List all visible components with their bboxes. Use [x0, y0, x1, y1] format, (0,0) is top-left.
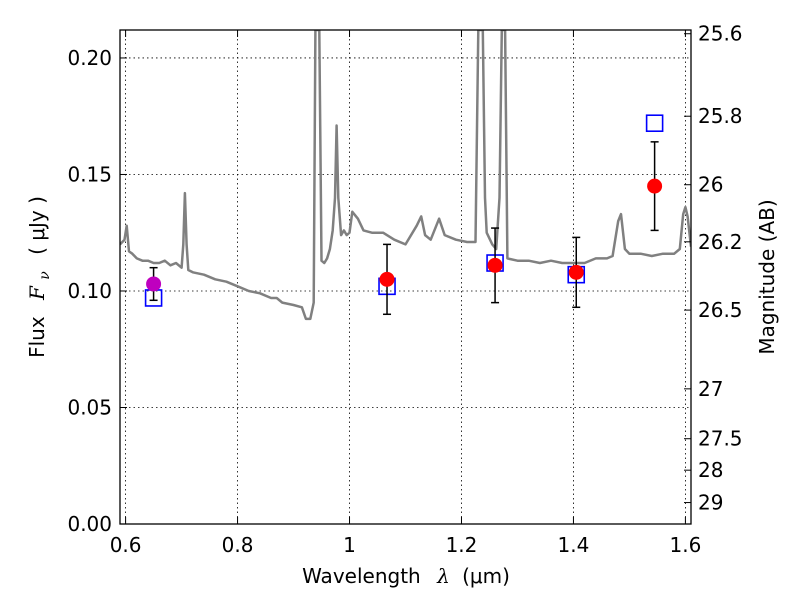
plot-frame [119, 29, 692, 525]
x-tick-label: 1 [343, 533, 356, 557]
y-axis-label-subscript: ν [37, 271, 53, 280]
x-axis-label-unit: (μm) [462, 564, 510, 588]
error-bars [149, 141, 659, 316]
y2-axis-label: Magnitude (AB) [755, 199, 779, 354]
grid [120, 30, 691, 525]
y-axis-label-unit: ( μJy ) [25, 196, 49, 255]
y-axis-label: Flux F ν ( μJy ) [25, 196, 54, 358]
y-tick-label: 0.05 [67, 395, 112, 419]
x-tick-label: 0.6 [110, 533, 142, 557]
y2-tick-label: 26 [698, 173, 723, 197]
spectrum-line [120, 30, 691, 321]
x-tick-label: 0.8 [222, 533, 254, 557]
y2-tick-label: 26.2 [698, 230, 743, 254]
x-tick-label: 1.6 [669, 533, 701, 557]
y2-tick-label: 28 [698, 458, 723, 482]
spectrum-series [120, 30, 691, 321]
x-tick-label: 1.2 [446, 533, 478, 557]
y-tick-label: 0.00 [67, 512, 112, 536]
y2-axis-ticks: 25.6 25.8 26 26.2 26.5 27 27.5 28 29 [684, 22, 743, 515]
observed-point [647, 178, 663, 194]
model-points [144, 114, 664, 307]
y-axis-label-text: Flux [25, 316, 49, 358]
observed-point [146, 276, 162, 292]
observed-point [487, 257, 503, 273]
y-tick-label: 0.15 [67, 162, 112, 186]
y-tick-label: 0.10 [67, 279, 112, 303]
x-axis-label-text: Wavelength [302, 564, 421, 588]
x-axis-label-symbol: λ [436, 564, 450, 588]
y2-tick-label: 29 [698, 491, 723, 515]
observed-point [379, 271, 395, 287]
observed-points [146, 178, 663, 292]
x-axis-label: Wavelength λ (μm) [302, 564, 510, 588]
y2-tick-label: 27 [698, 377, 723, 401]
x-tick-label: 1.4 [558, 533, 590, 557]
y-axis-ticks: 0.00 0.05 0.10 0.15 0.20 [67, 46, 127, 536]
y2-tick-label: 25.6 [698, 22, 743, 46]
y2-tick-label: 27.5 [698, 427, 743, 451]
observed-point [568, 264, 584, 280]
y2-tick-label: 26.5 [698, 298, 743, 322]
y-tick-label: 0.20 [67, 46, 112, 70]
model-point [645, 114, 664, 133]
y2-tick-label: 25.8 [698, 104, 743, 128]
x-axis-ticks: 0.6 0.8 1 1.2 1.4 1.6 [110, 30, 701, 557]
y-axis-label-symbol: F [25, 285, 49, 301]
